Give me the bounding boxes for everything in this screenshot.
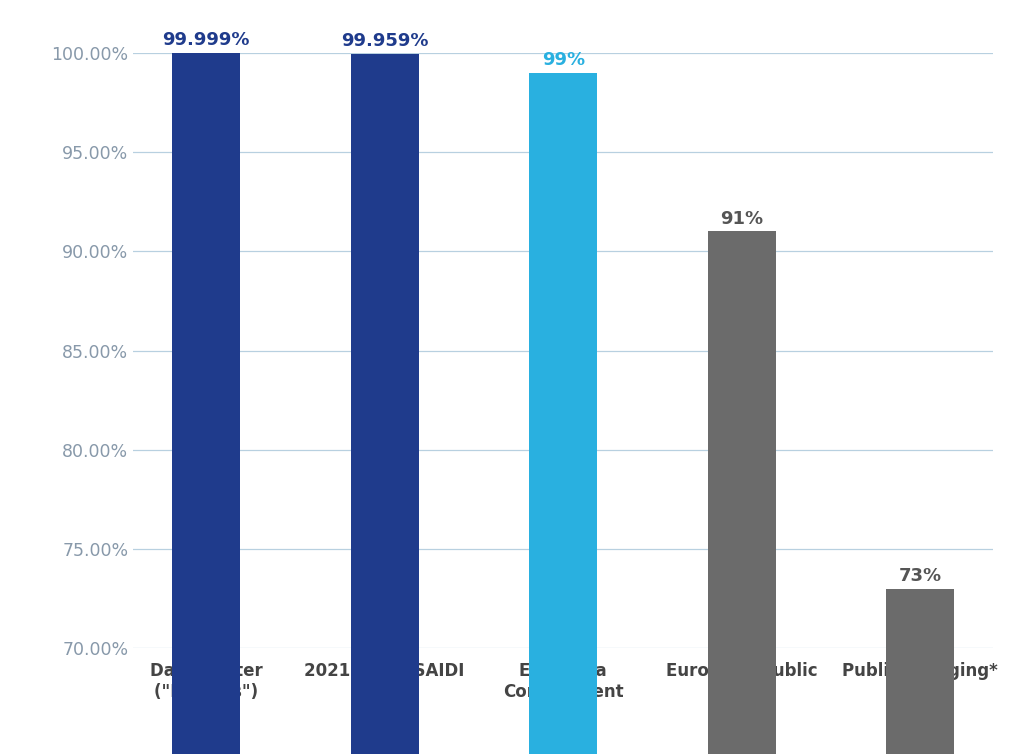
Bar — [351, 54, 419, 754]
Bar — [887, 589, 954, 754]
Bar — [708, 231, 775, 754]
Text: 99%: 99% — [542, 51, 585, 69]
Bar — [172, 53, 240, 754]
Bar — [529, 72, 597, 754]
Text: 99.959%: 99.959% — [341, 32, 428, 50]
Text: 73%: 73% — [899, 567, 942, 585]
Text: 91%: 91% — [720, 210, 763, 228]
Text: 99.999%: 99.999% — [163, 31, 250, 49]
